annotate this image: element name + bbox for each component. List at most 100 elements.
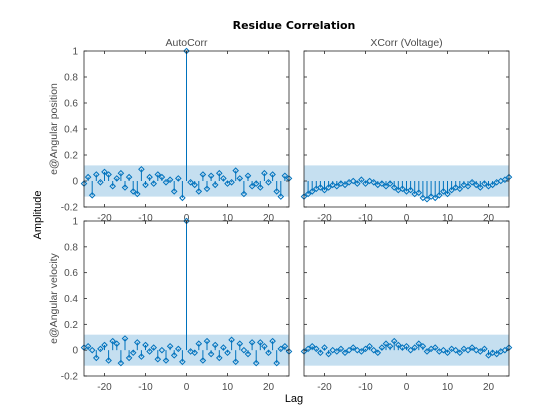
stem-marker (460, 181, 468, 189)
stem-marker (179, 358, 186, 366)
subplot-ylabel: e@Angular position (48, 83, 60, 175)
stem-marker (281, 342, 289, 350)
stem-marker (117, 169, 125, 177)
x-tick-label: 10 (222, 213, 234, 224)
y-tick-label: -0.2 (61, 203, 79, 214)
x-tick-label: -10 (358, 213, 373, 224)
stem-marker (261, 169, 268, 177)
stem-marker (133, 190, 141, 198)
stem-marker (390, 184, 398, 191)
stem-marker (117, 359, 125, 367)
subplot-grid: -20 -10 0 10 20-0.200.20.40.60.81AutoCorre@A… (48, 37, 513, 393)
stem-marker (265, 349, 272, 357)
stem-marker (215, 169, 223, 177)
stem-marker (325, 184, 332, 191)
stem-marker (358, 348, 365, 355)
stem-marker (236, 175, 244, 182)
stem-marker (370, 178, 378, 186)
stem-marker (220, 175, 227, 182)
stem-marker (199, 357, 207, 364)
stem-marker (435, 191, 443, 199)
subplot-title: AutoCorr (165, 37, 208, 49)
stem-marker (84, 173, 92, 181)
y-tick-label: 0.6 (64, 268, 78, 279)
x-tick-label: -20 (97, 382, 112, 393)
stem-marker (472, 346, 480, 354)
y-tick-label: 0.4 (64, 294, 78, 305)
stem-marker (374, 349, 382, 357)
stem-marker (419, 342, 427, 350)
stem-marker (269, 171, 276, 178)
stem-marker (199, 171, 207, 178)
stem-marker (448, 345, 455, 353)
stem-marker (321, 344, 328, 351)
stem-marker (308, 342, 316, 350)
stem-marker (232, 358, 240, 366)
stem-marker (187, 178, 194, 186)
x-tick-label: 10 (222, 382, 234, 393)
y-tick-label: 1 (72, 47, 78, 58)
stem-marker (382, 340, 390, 348)
stem-marker (485, 352, 492, 359)
stem-marker (224, 349, 231, 357)
stem-marker (431, 344, 439, 351)
stem-marker (386, 342, 394, 350)
stem-marker (317, 184, 324, 191)
stem-marker (353, 346, 361, 354)
stem-marker (329, 181, 337, 189)
stem-marker (358, 176, 365, 184)
stem-marker (481, 180, 488, 187)
stem-marker (146, 173, 153, 181)
stem-marker (88, 191, 96, 199)
stem-marker (256, 339, 264, 346)
stem-marker (187, 348, 194, 355)
stem-marker (105, 357, 112, 364)
stem-marker (252, 180, 260, 187)
stem-marker (248, 182, 256, 190)
stem-marker (501, 346, 509, 354)
figure-ylabel: Amplitude (32, 191, 44, 240)
y-tick-label: 0.6 (64, 99, 78, 110)
stem-marker (166, 342, 174, 350)
stem-marker (349, 344, 357, 351)
stem-marker (415, 340, 423, 348)
stem-marker (240, 190, 248, 198)
stem-marker (252, 359, 260, 367)
stem-marker (162, 178, 170, 186)
x-tick-label: 20 (263, 213, 275, 224)
stem-marker (207, 350, 215, 358)
stem-marker (113, 340, 121, 348)
y-tick-label: 0.8 (64, 242, 78, 253)
stem-marker (337, 180, 345, 187)
x-tick-label: -10 (138, 382, 153, 393)
x-tick-label: 10 (442, 382, 454, 393)
stem-marker (390, 337, 398, 345)
stem-marker (304, 190, 312, 198)
stem-marker (170, 352, 178, 359)
stem-marker (150, 344, 158, 351)
subplot-2: -20 -10 0 10 20 XCorr (Voltage) (300, 37, 513, 224)
stem-marker (489, 181, 496, 189)
stem-marker (174, 345, 182, 353)
stem-marker (203, 185, 211, 193)
y-tick-label: 0.2 (64, 151, 78, 162)
stem-marker (333, 348, 341, 355)
stem-marker (125, 173, 133, 181)
stem-marker (468, 344, 476, 351)
stem-marker (407, 186, 414, 194)
stem-marker (133, 339, 141, 346)
stem-marker (191, 349, 199, 357)
stem-marker (431, 194, 439, 202)
stem-marker (382, 182, 390, 190)
x-tick-label: 0 (404, 213, 410, 224)
stem-marker (121, 335, 129, 342)
stem-marker (468, 178, 476, 186)
stem-marker (105, 171, 112, 178)
stem-marker (423, 195, 431, 203)
stem-marker (460, 345, 468, 353)
stem-marker (489, 349, 496, 357)
stem-marker (240, 346, 248, 354)
stem-marker (88, 346, 96, 354)
stem-marker (269, 337, 276, 345)
stem-marker (329, 346, 337, 354)
